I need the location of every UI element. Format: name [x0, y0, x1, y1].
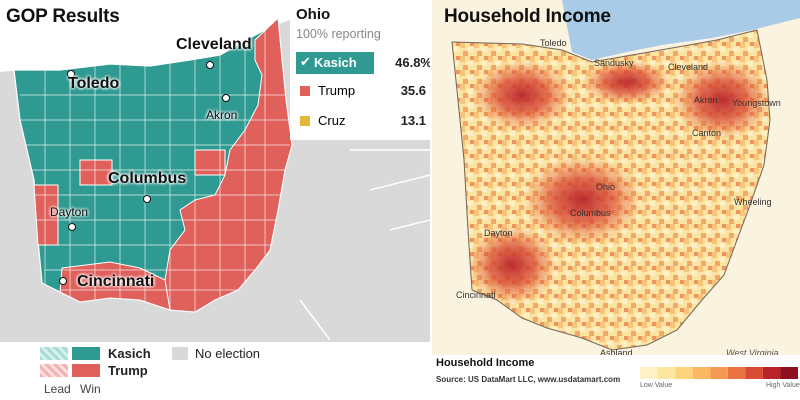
r-city-columbus: Columbus	[570, 208, 611, 218]
r-city-canton: Canton	[692, 128, 722, 138]
income-legend-low: Low Value	[640, 382, 673, 389]
legend-trump: Trump	[108, 363, 148, 378]
legend-win: Win	[80, 382, 101, 396]
income-ohio-outline	[451, 29, 771, 351]
r-city-sandusky: Sandusky	[594, 58, 634, 68]
income-color-scale	[640, 367, 798, 379]
trump-central-east-region	[194, 149, 226, 176]
results-box: Ohio 100% reporting ✔ Kasich 46.8% Trump…	[290, 0, 430, 140]
city-akron: Akron	[206, 108, 238, 122]
city-columbus: Columbus	[108, 170, 187, 187]
trump-win-swatch-icon	[72, 364, 100, 377]
dayton-marker-icon	[68, 223, 76, 231]
r-city-toledo: Toledo	[540, 38, 567, 48]
candidate-pct: 35.6	[400, 83, 426, 98]
result-row-kasich[interactable]: ✔ Kasich 46.8%	[296, 52, 430, 74]
trump-central-region	[79, 159, 113, 186]
trump-swatch-icon	[300, 86, 310, 96]
candidate-name: Kasich	[314, 55, 357, 70]
income-columbus-hotspot	[522, 155, 642, 245]
result-row-cruz[interactable]: Cruz 13.1	[296, 110, 428, 132]
candidate-pct: 13.1	[400, 113, 426, 128]
akron-marker-icon	[222, 94, 230, 102]
r-city-ashland: Ashland	[600, 348, 633, 358]
cleveland-marker-icon	[206, 61, 214, 69]
gop-map-title: GOP Results	[6, 6, 120, 27]
kasich-lead-swatch-icon	[40, 347, 68, 360]
income-legend-title: Household Income	[436, 357, 535, 369]
income-northeast-hotspot	[672, 60, 772, 140]
columbus-marker-icon	[143, 195, 151, 203]
legend-no-election: No election	[195, 346, 261, 361]
city-toledo: Toledo	[68, 75, 120, 92]
kasich-win-swatch-icon	[72, 347, 100, 360]
gop-legend: Kasich No election Trump Lead Win	[0, 342, 430, 400]
income-legend: Household Income Source: US DataMart LLC…	[432, 355, 800, 400]
income-scale-step	[745, 367, 763, 379]
candidate-pct: 46.8%	[395, 55, 430, 70]
income-map-title: Household Income	[444, 6, 611, 27]
county-lines	[20, 30, 290, 312]
trump-lead-swatch-icon	[40, 364, 68, 377]
result-row-trump[interactable]: Trump 35.6	[296, 80, 428, 102]
check-icon: ✔	[300, 54, 311, 69]
city-dayton: Dayton	[50, 205, 89, 219]
r-city-wheeling: Wheeling	[734, 197, 772, 207]
income-scale-step	[657, 367, 676, 379]
state-borders	[299, 149, 430, 341]
gop-results-map-panel: GOP Results Ohio 100% reporting ✔ Kasich…	[0, 0, 430, 400]
city-cincinnati: Cincinnati	[77, 273, 155, 290]
income-scale-step	[727, 367, 746, 379]
candidate-name: Trump	[318, 83, 356, 98]
legend-lead: Lead	[44, 382, 71, 396]
income-scale-step	[675, 367, 693, 379]
no-election-swatch-icon	[172, 347, 188, 360]
income-legend-high: High Value	[766, 382, 800, 389]
city-cleveland: Cleveland	[176, 36, 252, 53]
income-scale-step	[640, 367, 658, 379]
income-scale-step	[780, 367, 798, 379]
r-state-west-virginia: West Virginia	[726, 348, 779, 358]
income-legend-source: Source: US DataMart LLC, www.usdatamart.…	[436, 375, 621, 384]
r-city-youngstown: Youngstown	[732, 98, 781, 108]
results-state: Ohio	[296, 6, 331, 23]
income-scale-step	[762, 367, 781, 379]
income-north-hotspot	[582, 60, 672, 104]
legend-kasich: Kasich	[108, 346, 151, 361]
income-toledo-hotspot	[472, 60, 572, 130]
r-city-akron: Akron	[694, 95, 718, 105]
r-city-cleveland: Cleveland	[668, 62, 709, 72]
cruz-swatch-icon	[300, 116, 310, 126]
lake-erie	[0, 0, 290, 72]
candidate-name: Cruz	[318, 113, 346, 128]
income-southwest-hotspot	[467, 225, 557, 305]
income-scale-step	[692, 367, 711, 379]
r-city-cincinnati: Cincinnati	[456, 290, 496, 300]
income-map-svg	[432, 0, 800, 400]
r-city-dayton: Dayton	[484, 228, 513, 238]
toledo-marker-icon	[67, 70, 75, 78]
r-city-ohio: Ohio	[596, 182, 616, 192]
household-income-map-panel: Household Income Toledo Sandusky Clevela…	[432, 0, 800, 400]
results-reporting: 100% reporting	[296, 27, 381, 41]
income-scale-step	[710, 367, 728, 379]
income-lake-erie	[562, 0, 800, 60]
cincinnati-marker-icon	[59, 277, 67, 285]
